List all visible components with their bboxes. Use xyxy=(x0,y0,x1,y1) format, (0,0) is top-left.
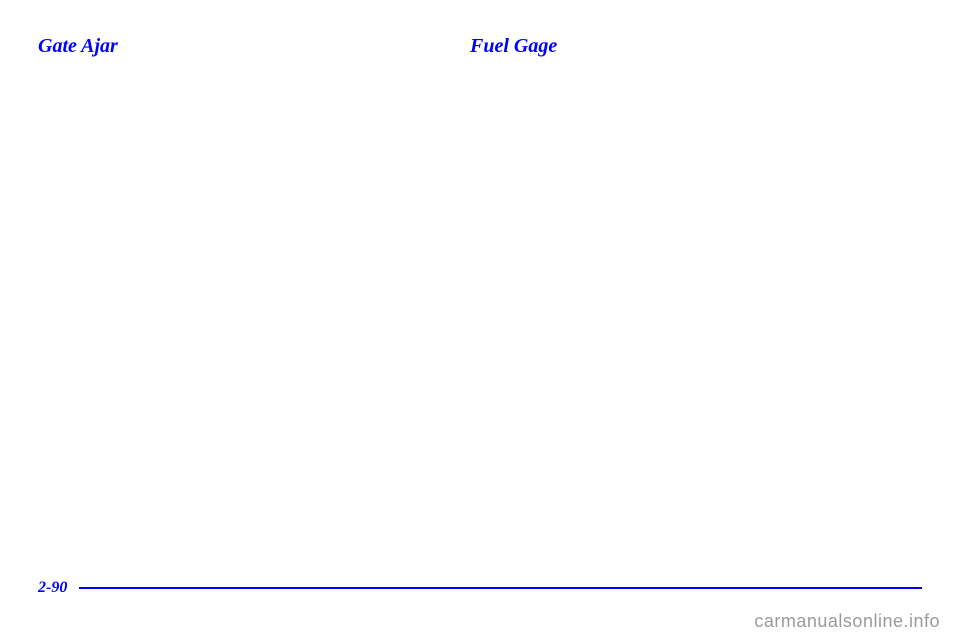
footer-rule xyxy=(79,587,922,589)
heading-fuel-gage: Fuel Gage xyxy=(470,35,557,58)
heading-gate-ajar: Gate Ajar xyxy=(38,35,118,58)
watermark: carmanualsonline.info xyxy=(754,611,940,632)
footer: 2-90 xyxy=(38,576,922,600)
page-number: 2-90 xyxy=(38,579,67,597)
page-container: Gate Ajar Fuel Gage 2-90 carmanualsonlin… xyxy=(0,0,960,640)
